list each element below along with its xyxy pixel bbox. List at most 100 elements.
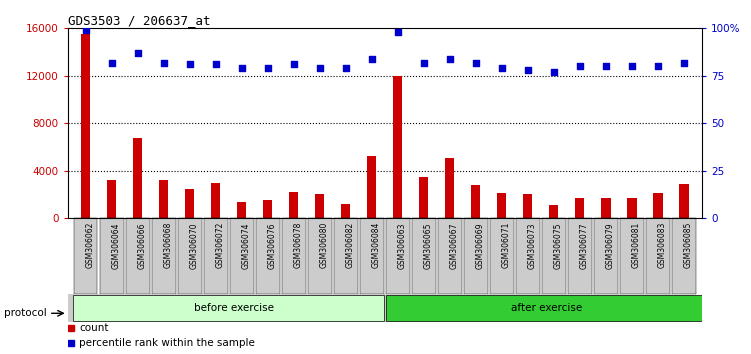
Bar: [159, 180, 168, 218]
Point: [626, 63, 638, 69]
Text: GSM306071: GSM306071: [502, 222, 511, 268]
Bar: [627, 198, 637, 218]
Text: GSM306081: GSM306081: [632, 222, 641, 268]
Bar: [516, 218, 540, 294]
Text: GSM306068: GSM306068: [164, 222, 173, 268]
Bar: [282, 218, 306, 294]
Text: GSM306082: GSM306082: [346, 222, 355, 268]
Bar: [256, 218, 279, 294]
Text: GSM306062: GSM306062: [86, 222, 95, 268]
Point: [340, 65, 352, 71]
Bar: [237, 201, 246, 218]
Bar: [204, 218, 228, 294]
Bar: [386, 295, 709, 321]
Text: GSM306070: GSM306070: [190, 222, 199, 269]
Point: [314, 65, 326, 71]
Point: [106, 60, 118, 65]
Bar: [472, 185, 481, 218]
Bar: [672, 218, 695, 294]
Point: [262, 65, 274, 71]
Text: GSM306084: GSM306084: [372, 222, 381, 268]
Bar: [289, 192, 298, 218]
Bar: [412, 218, 436, 294]
Point: [366, 56, 378, 62]
Point: [132, 50, 144, 56]
Bar: [542, 218, 566, 294]
Text: GSM306067: GSM306067: [450, 222, 459, 269]
Bar: [73, 295, 384, 321]
Bar: [360, 218, 384, 294]
Text: GSM306076: GSM306076: [268, 222, 277, 269]
Point: [418, 60, 430, 65]
Text: GSM306083: GSM306083: [658, 222, 667, 268]
Bar: [620, 218, 644, 294]
Bar: [550, 205, 559, 218]
Text: GSM306072: GSM306072: [216, 222, 225, 268]
Point: [184, 62, 196, 67]
Text: after exercise: after exercise: [511, 303, 582, 313]
Text: before exercise: before exercise: [194, 303, 274, 313]
Bar: [647, 218, 670, 294]
Point: [288, 62, 300, 67]
Bar: [386, 218, 409, 294]
Point: [496, 65, 508, 71]
Bar: [438, 218, 462, 294]
Bar: [490, 218, 514, 294]
Bar: [315, 194, 324, 218]
Text: GSM306063: GSM306063: [398, 222, 407, 269]
Text: GSM306080: GSM306080: [320, 222, 329, 268]
Point: [158, 60, 170, 65]
Text: protocol: protocol: [4, 308, 47, 318]
Bar: [152, 218, 176, 294]
Bar: [419, 177, 429, 218]
Text: GSM306066: GSM306066: [138, 222, 146, 269]
Text: percentile rank within the sample: percentile rank within the sample: [79, 338, 255, 348]
Bar: [497, 193, 506, 218]
Bar: [126, 218, 149, 294]
Point: [236, 65, 248, 71]
Text: GSM306075: GSM306075: [554, 222, 563, 269]
Point: [522, 67, 534, 73]
Point: [574, 63, 586, 69]
Text: GSM306074: GSM306074: [242, 222, 251, 269]
Text: GSM306078: GSM306078: [294, 222, 303, 268]
Point: [80, 27, 92, 33]
Point: [210, 62, 222, 67]
Text: GSM306064: GSM306064: [112, 222, 121, 269]
Bar: [100, 218, 123, 294]
Bar: [523, 194, 532, 218]
Bar: [211, 183, 220, 218]
Bar: [334, 218, 357, 294]
Point: [678, 60, 690, 65]
Bar: [107, 180, 116, 218]
Bar: [569, 218, 592, 294]
Text: count: count: [79, 323, 108, 333]
Point: [444, 56, 456, 62]
Bar: [185, 189, 195, 218]
Bar: [367, 156, 376, 218]
Bar: [602, 198, 611, 218]
Bar: [81, 34, 90, 218]
Bar: [394, 76, 403, 218]
Bar: [445, 158, 454, 218]
Bar: [594, 218, 617, 294]
Bar: [308, 218, 332, 294]
Bar: [133, 137, 143, 218]
Point: [392, 29, 404, 35]
Text: GDS3503 / 206637_at: GDS3503 / 206637_at: [68, 14, 210, 27]
Point: [470, 60, 482, 65]
Text: GSM306079: GSM306079: [606, 222, 615, 269]
Bar: [653, 193, 662, 218]
Bar: [680, 184, 689, 218]
Text: GSM306085: GSM306085: [684, 222, 693, 268]
Bar: [264, 200, 273, 218]
Bar: [575, 198, 584, 218]
Point: [652, 63, 664, 69]
Bar: [230, 218, 254, 294]
Text: GSM306069: GSM306069: [476, 222, 485, 269]
Point: [600, 63, 612, 69]
Text: GSM306065: GSM306065: [424, 222, 433, 269]
Bar: [464, 218, 487, 294]
Text: GSM306077: GSM306077: [580, 222, 589, 269]
Point: [548, 69, 560, 75]
